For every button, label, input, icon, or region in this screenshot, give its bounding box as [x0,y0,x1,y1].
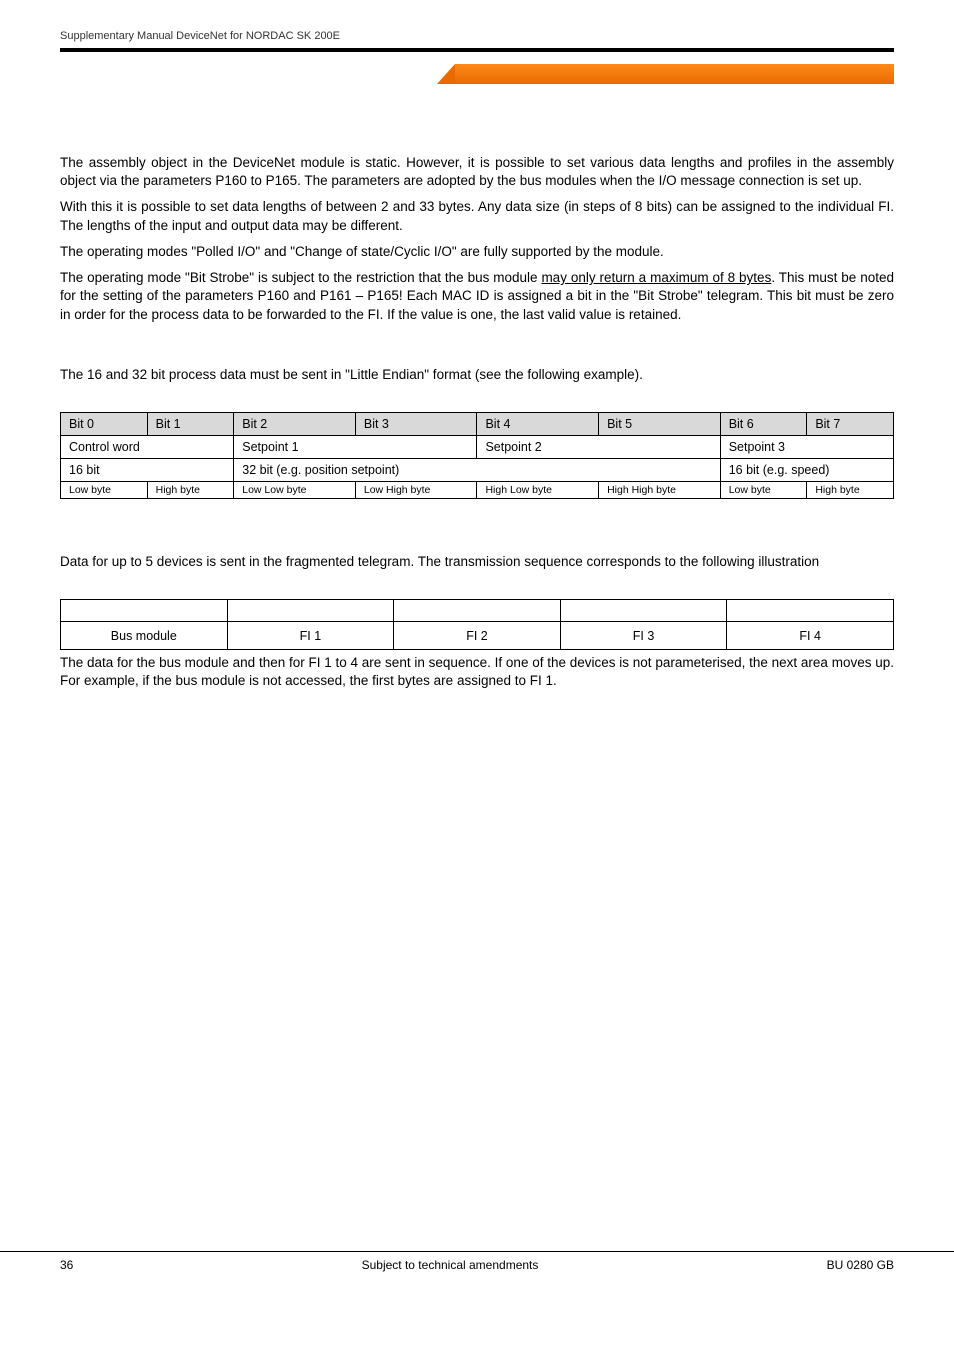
bit-cell: Bit 5 [599,412,721,435]
table-cell: Control word [61,435,234,458]
table-cell: High Low byte [477,481,599,498]
table-cell: Setpoint 1 [234,435,477,458]
footer-right: BU 0280 GB [827,1258,894,1272]
table-cell: 32 bit (e.g. position setpoint) [234,458,720,481]
seq-cell: FI 3 [560,622,727,650]
orange-banner [60,64,894,84]
empty-cell [227,600,394,622]
para-1: The assembly object in the DeviceNet mod… [60,154,894,190]
bit-cell: Bit 7 [807,412,894,435]
table-cell: High byte [147,481,234,498]
empty-cell [394,600,561,622]
bit-cell: Bit 2 [234,412,356,435]
footer-center: Subject to technical amendments [362,1258,539,1272]
bit-cell: Bit 3 [355,412,477,435]
seq-cell: FI 4 [727,622,894,650]
para-4: The operating mode "Bit Strobe" is subje… [60,269,894,324]
table-cell: Low Low byte [234,481,356,498]
header-rule [60,48,894,52]
table-cell: Low byte [61,481,148,498]
table-cell: High High byte [599,481,721,498]
empty-cell [727,600,894,622]
table-cell: Setpoint 2 [477,435,720,458]
table-cell: Low High byte [355,481,477,498]
bit-cell: Bit 0 [61,412,148,435]
footer-page-num: 36 [60,1258,73,1272]
empty-cell [61,600,228,622]
doc-header: Supplementary Manual DeviceNet for NORDA… [60,30,894,48]
para-6: Data for up to 5 devices is sent in the … [60,553,894,571]
sequence-table: Bus module FI 1 FI 2 FI 3 FI 4 [60,599,894,650]
table-cell: 16 bit [61,458,234,481]
page-footer: 36 Subject to technical amendments BU 02… [0,1251,954,1292]
seq-cell: Bus module [61,622,228,650]
bit-cell: Bit 1 [147,412,234,435]
table-cell: Low byte [720,481,807,498]
table-cell: High byte [807,481,894,498]
bit-cell: Bit 6 [720,412,807,435]
para-5: The 16 and 32 bit process data must be s… [60,366,894,384]
para-2: With this it is possible to set data len… [60,198,894,234]
table-cell: 16 bit (e.g. speed) [720,458,893,481]
table-cell: Setpoint 3 [720,435,893,458]
bit-table: Bit 0 Bit 1 Bit 2 Bit 3 Bit 4 Bit 5 Bit … [60,412,894,499]
seq-cell: FI 2 [394,622,561,650]
bit-cell: Bit 4 [477,412,599,435]
para-4-underline: may only return a maximum of 8 bytes [541,270,771,285]
para-3: The operating modes "Polled I/O" and "Ch… [60,243,894,261]
para-4a: The operating mode "Bit Strobe" is subje… [60,270,541,285]
para-7: The data for the bus module and then for… [60,654,894,690]
seq-cell: FI 1 [227,622,394,650]
empty-cell [560,600,727,622]
